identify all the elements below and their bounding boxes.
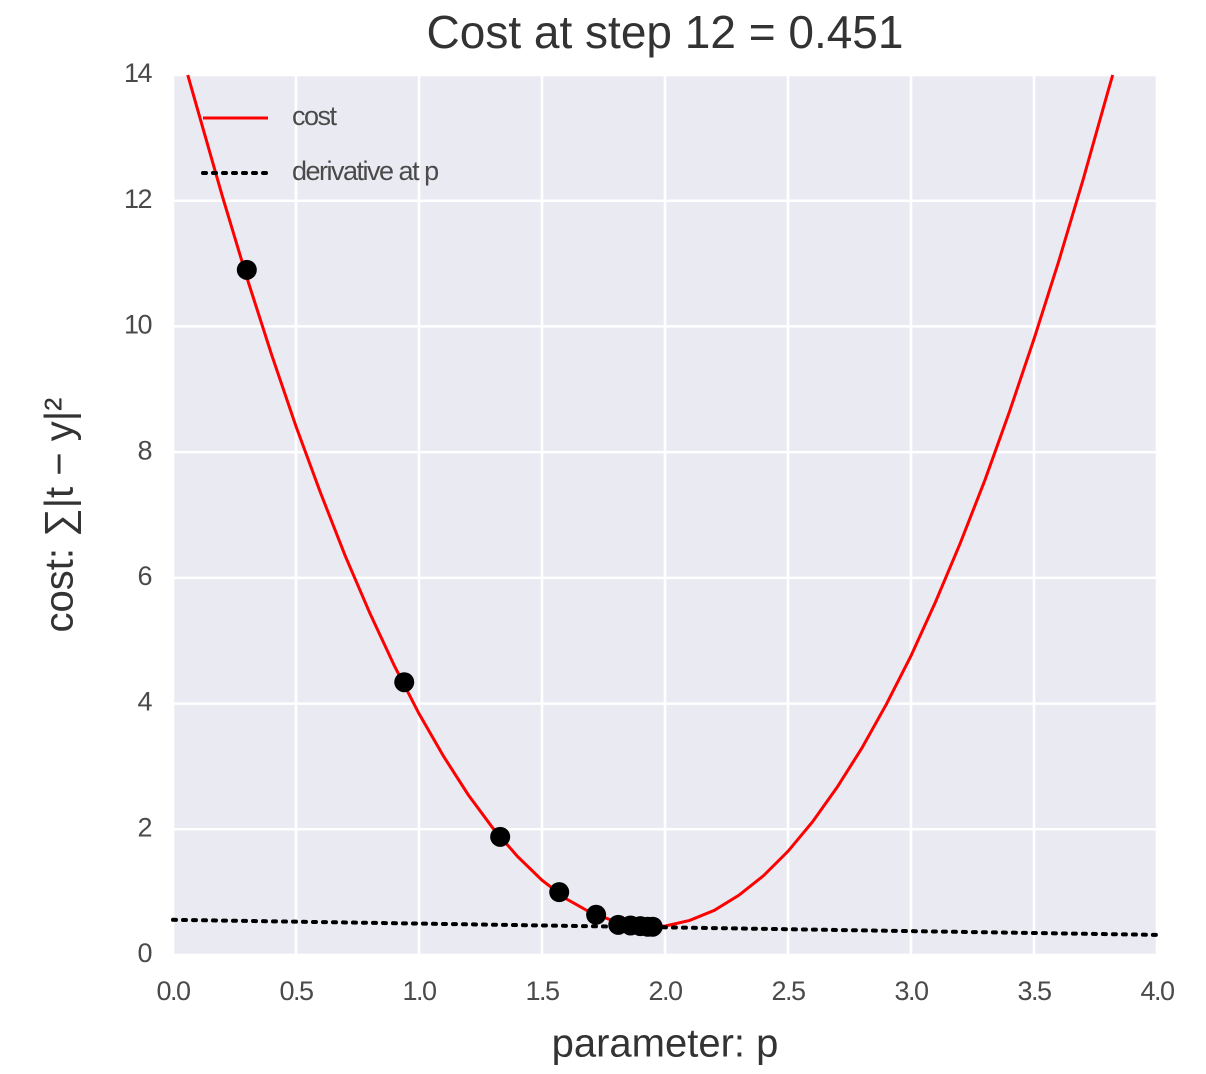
- legend-label: cost: [292, 101, 338, 131]
- marks: [171, 74, 1159, 937]
- point: [549, 882, 570, 903]
- y-axis-label: cost: ∑|t − y|²: [38, 398, 82, 633]
- y-tick-label: 14: [124, 58, 153, 88]
- grid: [171, 73, 1159, 957]
- legend: cost derivative at p: [201, 101, 440, 186]
- y-tick-label: 12: [124, 184, 152, 214]
- x-tick-label: 0.0: [156, 976, 190, 1006]
- x-axis-label: parameter: p: [552, 1022, 779, 1066]
- y-tick-label: 2: [137, 812, 151, 842]
- x-tick-label: 3.5: [1017, 976, 1051, 1006]
- x-tick-label: 4.0: [1140, 976, 1174, 1006]
- y-tick-label: 6: [137, 561, 151, 591]
- x-tick-label: 2.5: [771, 976, 805, 1006]
- legend-label: derivative at p: [292, 156, 438, 186]
- y-tick-label: 8: [137, 435, 151, 465]
- y-tick-label: 0: [137, 938, 151, 968]
- x-tick-label: 1.5: [525, 976, 559, 1006]
- point: [642, 916, 663, 937]
- x-tick-label: 0.5: [279, 976, 313, 1006]
- x-tick-label: 2.0: [648, 976, 682, 1006]
- point: [490, 826, 511, 847]
- point: [586, 904, 607, 925]
- y-tick-label: 10: [124, 310, 152, 340]
- point: [236, 259, 257, 280]
- point: [394, 672, 415, 693]
- series-line: [171, 917, 1159, 937]
- x-tick-label: 3.0: [894, 976, 928, 1006]
- chart-title: Cost at step 12 = 0.451: [427, 6, 904, 58]
- y-tick-label: 4: [137, 687, 152, 717]
- x-tick-label: 1.0: [402, 976, 436, 1006]
